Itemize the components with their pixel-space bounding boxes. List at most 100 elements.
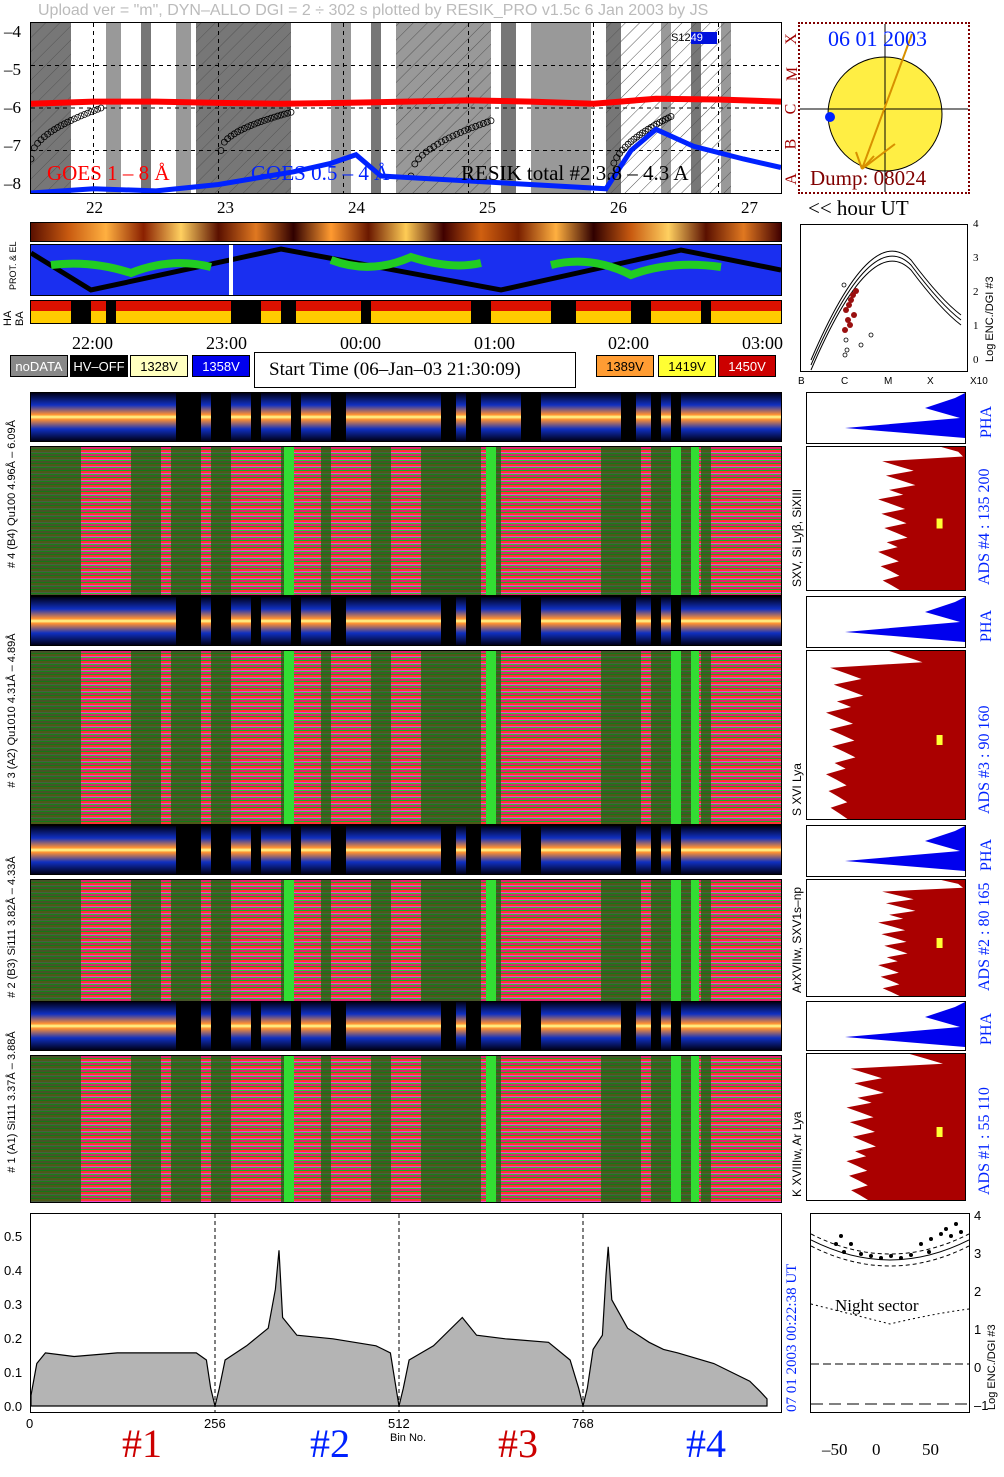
channel-1-pha-panel [806,1001,966,1051]
channel-1-ads-histogram [846,1054,965,1200]
channel-4-ads-histogram [878,447,965,590]
legend-1450v: 1450V [718,355,776,377]
channel-1-ads-panel [806,1053,966,1201]
channel-4-pha-panel [806,392,966,444]
channel-3-strip-gaps [176,597,681,645]
start-time-box: Start Time (06–Jan–03 21:30:09) [254,352,576,388]
channel-4-line-ids: SXV, Si Lyβ, SiXIII [790,488,804,587]
time-label-0: 22:00 [72,333,114,353]
prot-el-strip [30,222,782,242]
group-label-0: #1 [122,1421,162,1466]
channel-2-ads-marker [936,938,943,948]
channel-2-pha-histogram [845,826,965,876]
channel-3-ads-histogram [826,651,965,819]
legend-1328v: 1328V [130,355,188,377]
hour-label-1: 23 [217,198,234,217]
bin-xtick-1: 256 [204,1416,226,1431]
time-label-4: 02:00 [608,333,650,353]
enc-top-ytick-4: 0 [973,354,979,366]
bin-ytick-3: 0.3 [4,1297,23,1312]
resik-decay-1 [217,108,295,154]
sun-panel: 06 01 2003 Dump: 08024 [798,22,970,194]
channel-4-ads-label: ADS #4 : 135 200 [976,468,993,585]
bin-group-area-0 [31,1352,216,1407]
channel-2-line-ids: ArXVIIw, SXV1s–np [790,886,804,993]
sun-disk [800,24,968,192]
night-ytick-4: 0 [974,1360,982,1375]
channel-3-raster [30,650,782,825]
group-label-3: #4 [686,1421,726,1466]
bin-no-label: Bin No. [390,1432,427,1444]
enc-top-xtick-4: X10 [970,376,988,387]
channel-2-ads-label: ADS #2 : 80 165 [976,882,993,991]
channel-2-strip-gaps [176,826,681,874]
night-sector-panel: Night sector [810,1213,970,1413]
channel-2-left-label: # 2 (B3) Si111 3.82Å – 4.33Å [6,856,18,998]
orbit-map-strip [30,244,782,296]
night-sector-plot [811,1222,969,1405]
bin-group-area-2 [398,1316,584,1407]
goes-hatch-1 [196,23,291,193]
legend-1419v: 1419V [658,355,716,377]
bin-group-area-3 [582,1246,768,1407]
legend-nodata: noDATA [10,355,68,377]
legend-1358v: 1358V [192,355,250,377]
sun-dump: Dump: 08024 [810,166,927,190]
legend-1389v: 1389V [596,355,654,377]
sun-arrow-line [861,33,913,170]
hour-label-0: 22 [86,198,103,217]
resik-decay-0 [31,104,105,163]
s12-badge: S1249 [671,32,717,44]
channel-1-left-label: # 1 (A1) Si111 3.37Å – 3.88Å [6,1031,18,1173]
enc-top-ytick-1: 3 [973,252,979,264]
channel-4-strip-gaps [176,393,681,441]
goes-ytick-2: –6 [4,98,21,117]
night-ytick-2: 2 [974,1284,982,1299]
legend-hv-off: HV–OFF [70,355,128,377]
channel-4-raster [30,446,782,596]
channel-1-pha-histogram [845,1002,965,1050]
bin-ytick-1: 0.1 [4,1365,23,1380]
channel-4-raster-bands [31,447,711,595]
channel-1-raster [30,1055,782,1203]
enc-top-xtick-2: M [884,376,893,387]
sun-date: 06 01 2003 [828,26,927,51]
enc-top-ytick-3: 1 [973,320,979,332]
channel-3-ads-label: ADS #3 : 90 160 [976,705,993,814]
header-title: Upload ver = "m", DYN–ALLO DGI = 2 ÷ 302… [38,2,709,19]
bin-xtick-3: 768 [572,1416,594,1431]
enc-top-ytick-2: 2 [973,286,979,298]
ha-ba-strip [30,300,782,324]
hour-label-3: 25 [479,198,496,217]
enc-dgi-plot [810,250,962,371]
night-xtick-0: –50 [822,1440,848,1459]
goes-ytick-3: –7 [4,136,21,155]
channel-2-ads-histogram [878,880,965,996]
hour-ut-label: << hour UT [808,196,909,220]
channel-2-heat-strip [30,825,782,875]
enc-top-ytick-0: 4 [973,218,979,230]
channel-3-raster-bands [31,651,711,824]
channel-3-pha-histogram [845,597,965,647]
bin-xtick-2: 512 [388,1416,410,1431]
night-ylabel: Log ENC./DGI #3 [986,1324,998,1410]
hour-label-2: 24 [348,198,365,217]
sun-blue-dot [825,112,835,122]
channel-4-pha-histogram [845,393,965,443]
channel-3-heat-strip [30,596,782,646]
channel-2-pha-label: PHA [978,838,995,871]
goes-chart [31,23,781,193]
group-label-1: #2 [310,1421,350,1466]
channel-3-ads-marker [936,735,943,745]
channel-1-raster-bands [31,1056,711,1202]
channel-2-ads-panel [806,879,966,997]
hour-label-5: 27 [741,198,758,217]
bin-group-area-1 [214,1250,400,1407]
hour-label-4: 26 [610,198,627,217]
channel-1-pha-label: PHA [978,1012,995,1045]
resik-decay-2 [407,117,495,180]
enc-dgi-panel [800,224,968,372]
bin-spectrum-panel [30,1213,782,1413]
ha-label: HA [2,310,14,326]
